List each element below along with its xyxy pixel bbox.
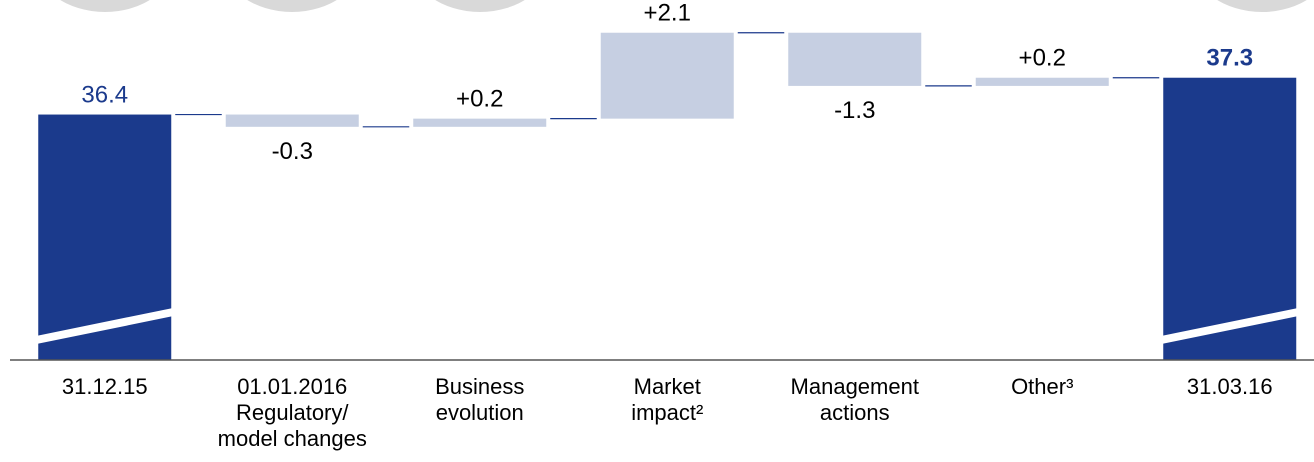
x-tick-label: 01.01.2016 Regulatory/ model changes: [217, 374, 367, 451]
x-tick-label: Business evolution: [435, 374, 525, 425]
data-label: -0.3: [272, 138, 313, 165]
x-tick-label: Management actions: [790, 374, 919, 425]
data-label: +0.2: [1019, 45, 1066, 72]
bar: [600, 32, 734, 119]
x-tick-label: Market impact²: [631, 374, 704, 425]
bar: [975, 77, 1109, 86]
x-tick-label: 31.03.16: [1186, 374, 1273, 399]
x-tick-label: Other³: [1011, 374, 1074, 399]
bar: [413, 118, 547, 127]
x-tick-label: 31.12.15: [61, 374, 148, 399]
bar: [225, 114, 359, 127]
data-label: +2.1: [644, 0, 691, 27]
circle-icon: [60, 0, 150, 12]
bar: [788, 32, 922, 86]
axis-break: [35, 308, 175, 344]
data-label: 37.3: [1206, 45, 1253, 72]
circle-icon: [435, 0, 525, 12]
data-label: -1.3: [834, 97, 875, 124]
circle-icon: [247, 0, 337, 12]
data-label: 36.4: [81, 82, 128, 109]
axis-break: [1160, 308, 1300, 344]
circle-icon: [1217, 0, 1307, 12]
decoration: [60, 0, 1307, 12]
data-label: +0.2: [456, 86, 503, 113]
